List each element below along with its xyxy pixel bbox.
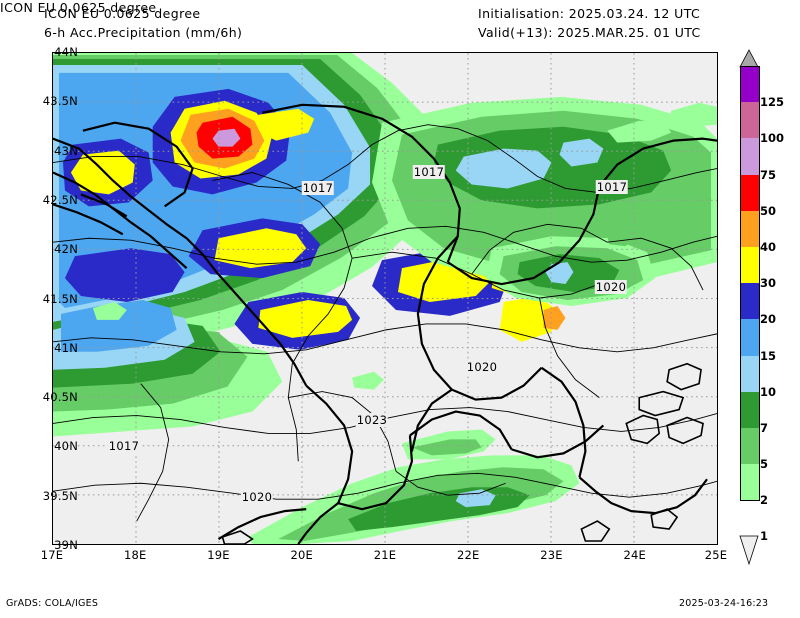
x-tick-17E: 17E [40, 548, 64, 562]
x-tick-25E: 25E [704, 548, 728, 562]
colorbar-seg-5-7[interactable] [740, 391, 760, 428]
precip-band-northwest [53, 53, 566, 437]
colorbar-tick-2: 2 [760, 493, 769, 508]
model-title-line: ICON EU 0.0625 degree [44, 6, 201, 21]
x-tick-20E: 20E [290, 548, 313, 562]
y-tick-41N: 41N [54, 340, 78, 355]
colorbar-seg-1-2[interactable] [740, 464, 760, 502]
y-tick-40.5N: 40.5N [42, 390, 78, 405]
colorbar-tick-10: 10 [760, 384, 777, 399]
colorbar-tick-1: 1 [760, 529, 769, 543]
colorbar-tick-7: 7 [760, 421, 769, 435]
isobar-label-1023: 1023 [355, 413, 389, 427]
colorbar-seg-10-15[interactable] [740, 319, 760, 356]
colorbar-top-arrow [739, 49, 759, 68]
isobar-label-1020-b: 1020 [465, 360, 499, 374]
precip-scattered-cells [92, 102, 717, 390]
x-tick-18E: 18E [124, 548, 147, 562]
islands [221, 362, 704, 544]
generated-stamp: 2025-03-24-16:23 [679, 598, 769, 609]
colorbar-seg-15-20[interactable] [740, 283, 760, 320]
isobar-label-1020-a: 1020 [594, 280, 628, 294]
colorbar-seg-7-10[interactable] [740, 355, 760, 392]
colorbar-tick-20: 20 [760, 312, 777, 327]
isobar-label-1017-b: 1017 [412, 165, 446, 179]
valid-time-line: Valid(+13): 2025.MAR.25. 01 UTC [478, 25, 701, 40]
colorbar-tick-30: 30 [760, 276, 777, 291]
y-tick-40N: 40N [54, 439, 78, 454]
y-tick-41.5N: 41.5N [42, 291, 78, 306]
colorbar-seg-2-5[interactable] [740, 428, 760, 465]
colorbar-seg-30-40[interactable] [740, 210, 760, 247]
colorbar-tick-125: 125 [760, 95, 785, 110]
colorbar-tick-15: 15 [760, 348, 777, 363]
y-tick-39.5N: 39.5N [42, 488, 78, 503]
colorbar-tick-75: 75 [760, 167, 777, 182]
colorbar-tick-5: 5 [760, 457, 769, 472]
x-tick-19E: 19E [207, 548, 230, 562]
colorbar-seg-20-30[interactable] [740, 247, 760, 284]
y-tick-43.5N: 43.5N [42, 94, 78, 109]
y-tick-42.5N: 42.5N [42, 192, 78, 207]
precipitation-map [53, 53, 717, 544]
colorbar-tick-40: 40 [760, 240, 777, 254]
x-tick-24E: 24E [623, 548, 646, 562]
x-tick-22E: 22E [457, 548, 480, 562]
y-tick-44N: 44N [54, 45, 78, 59]
field-title-line: 6-h Acc.Precipitation (mm/6h) [44, 25, 243, 40]
colorbar-seg-50-75[interactable] [740, 138, 760, 175]
y-tick-43N: 43N [54, 143, 78, 158]
colorbar-bottom-arrow [739, 535, 759, 566]
x-tick-21E: 21E [373, 548, 397, 562]
model-title: ICON EU 0.0625 degree [0, 0, 157, 15]
y-tick-42N: 42N [54, 242, 78, 257]
map-plot-area[interactable] [52, 52, 718, 545]
colorbar-seg-75-100[interactable] [740, 102, 760, 139]
precip-band-south [248, 429, 580, 544]
isobar-label-1017-a: 1017 [301, 181, 335, 195]
isobar-label-1020-c: 1020 [240, 490, 274, 504]
isobar-label-1017-d: 1017 [107, 439, 141, 453]
grads-credit: GrADS: COLA/IGES [6, 598, 99, 609]
isobar-label-1017-c: 1017 [595, 180, 629, 194]
initialisation-line: Initialisation: 2025.03.24. 12 UTC [478, 6, 701, 21]
colorbar-seg-100-125[interactable] [740, 66, 760, 104]
colorbar-seg-40-50[interactable] [740, 174, 760, 211]
y-tick-39N: 39N [54, 538, 78, 552]
pressure-isobars [53, 124, 717, 500]
x-tick-23E: 23E [540, 548, 563, 562]
colorbar[interactable]: 125 100 75 50 40 30 20 15 10 7 5 2 1 [739, 49, 784, 566]
colorbar-tick-100: 100 [760, 131, 785, 146]
colorbar-tick-50: 50 [760, 203, 777, 218]
coastline-borders [53, 103, 717, 544]
